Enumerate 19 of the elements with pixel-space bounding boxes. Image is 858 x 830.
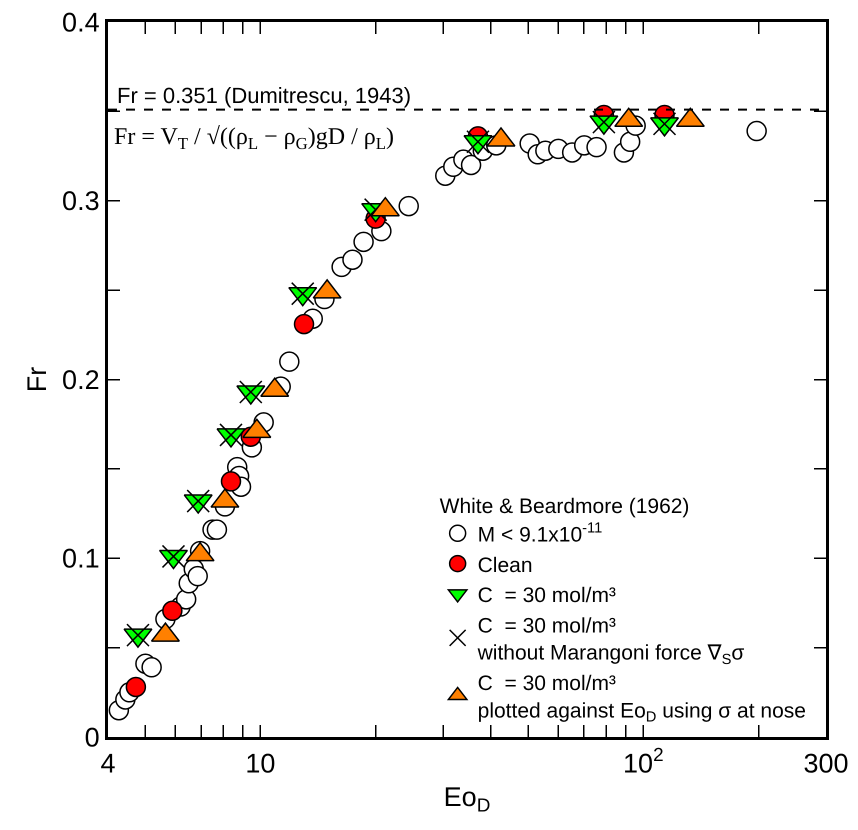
y-tick-label: 0.3: [62, 186, 100, 216]
y-tick-label: 0.2: [62, 364, 100, 395]
x-axis-title: Eo$_{D}$: [444, 782, 490, 816]
legend-label: M < 9.1x10$^{-11}$: [478, 520, 602, 546]
x-tick-label: 10$^{2}$: [623, 745, 664, 778]
x-tick-label: 300: [803, 748, 849, 778]
legend-label: C = 30 mol/m³ plotted against Eo$_{D}$ using σ at nose: [478, 672, 806, 726]
y-tick-label: 0.1: [62, 544, 100, 574]
legend-label: C = 30 mol/m³ without Marangoni force ∇$_{S}$σ: [476, 614, 744, 668]
y-axis-title: Fr: [22, 366, 52, 392]
text: Fr = V$_{T}$ / √((ρ$_{L}$ − ρ$_{G}$)gD / ρ$_{L}$): [114, 124, 394, 154]
x-tick-label: 10: [245, 748, 276, 778]
y-tick-label: 0: [84, 722, 100, 752]
ref-line-label: Fr = 0.351 (Dumitrescu, 1943): [117, 83, 412, 108]
y-tick-label: 0.4: [62, 7, 100, 38]
legend-label: C = 30 mol/m³: [478, 584, 616, 608]
x-tick-label: 4: [100, 748, 116, 778]
legend-label: Clean: [478, 554, 533, 577]
legend-title: White & Beardmore (1962): [440, 495, 690, 518]
